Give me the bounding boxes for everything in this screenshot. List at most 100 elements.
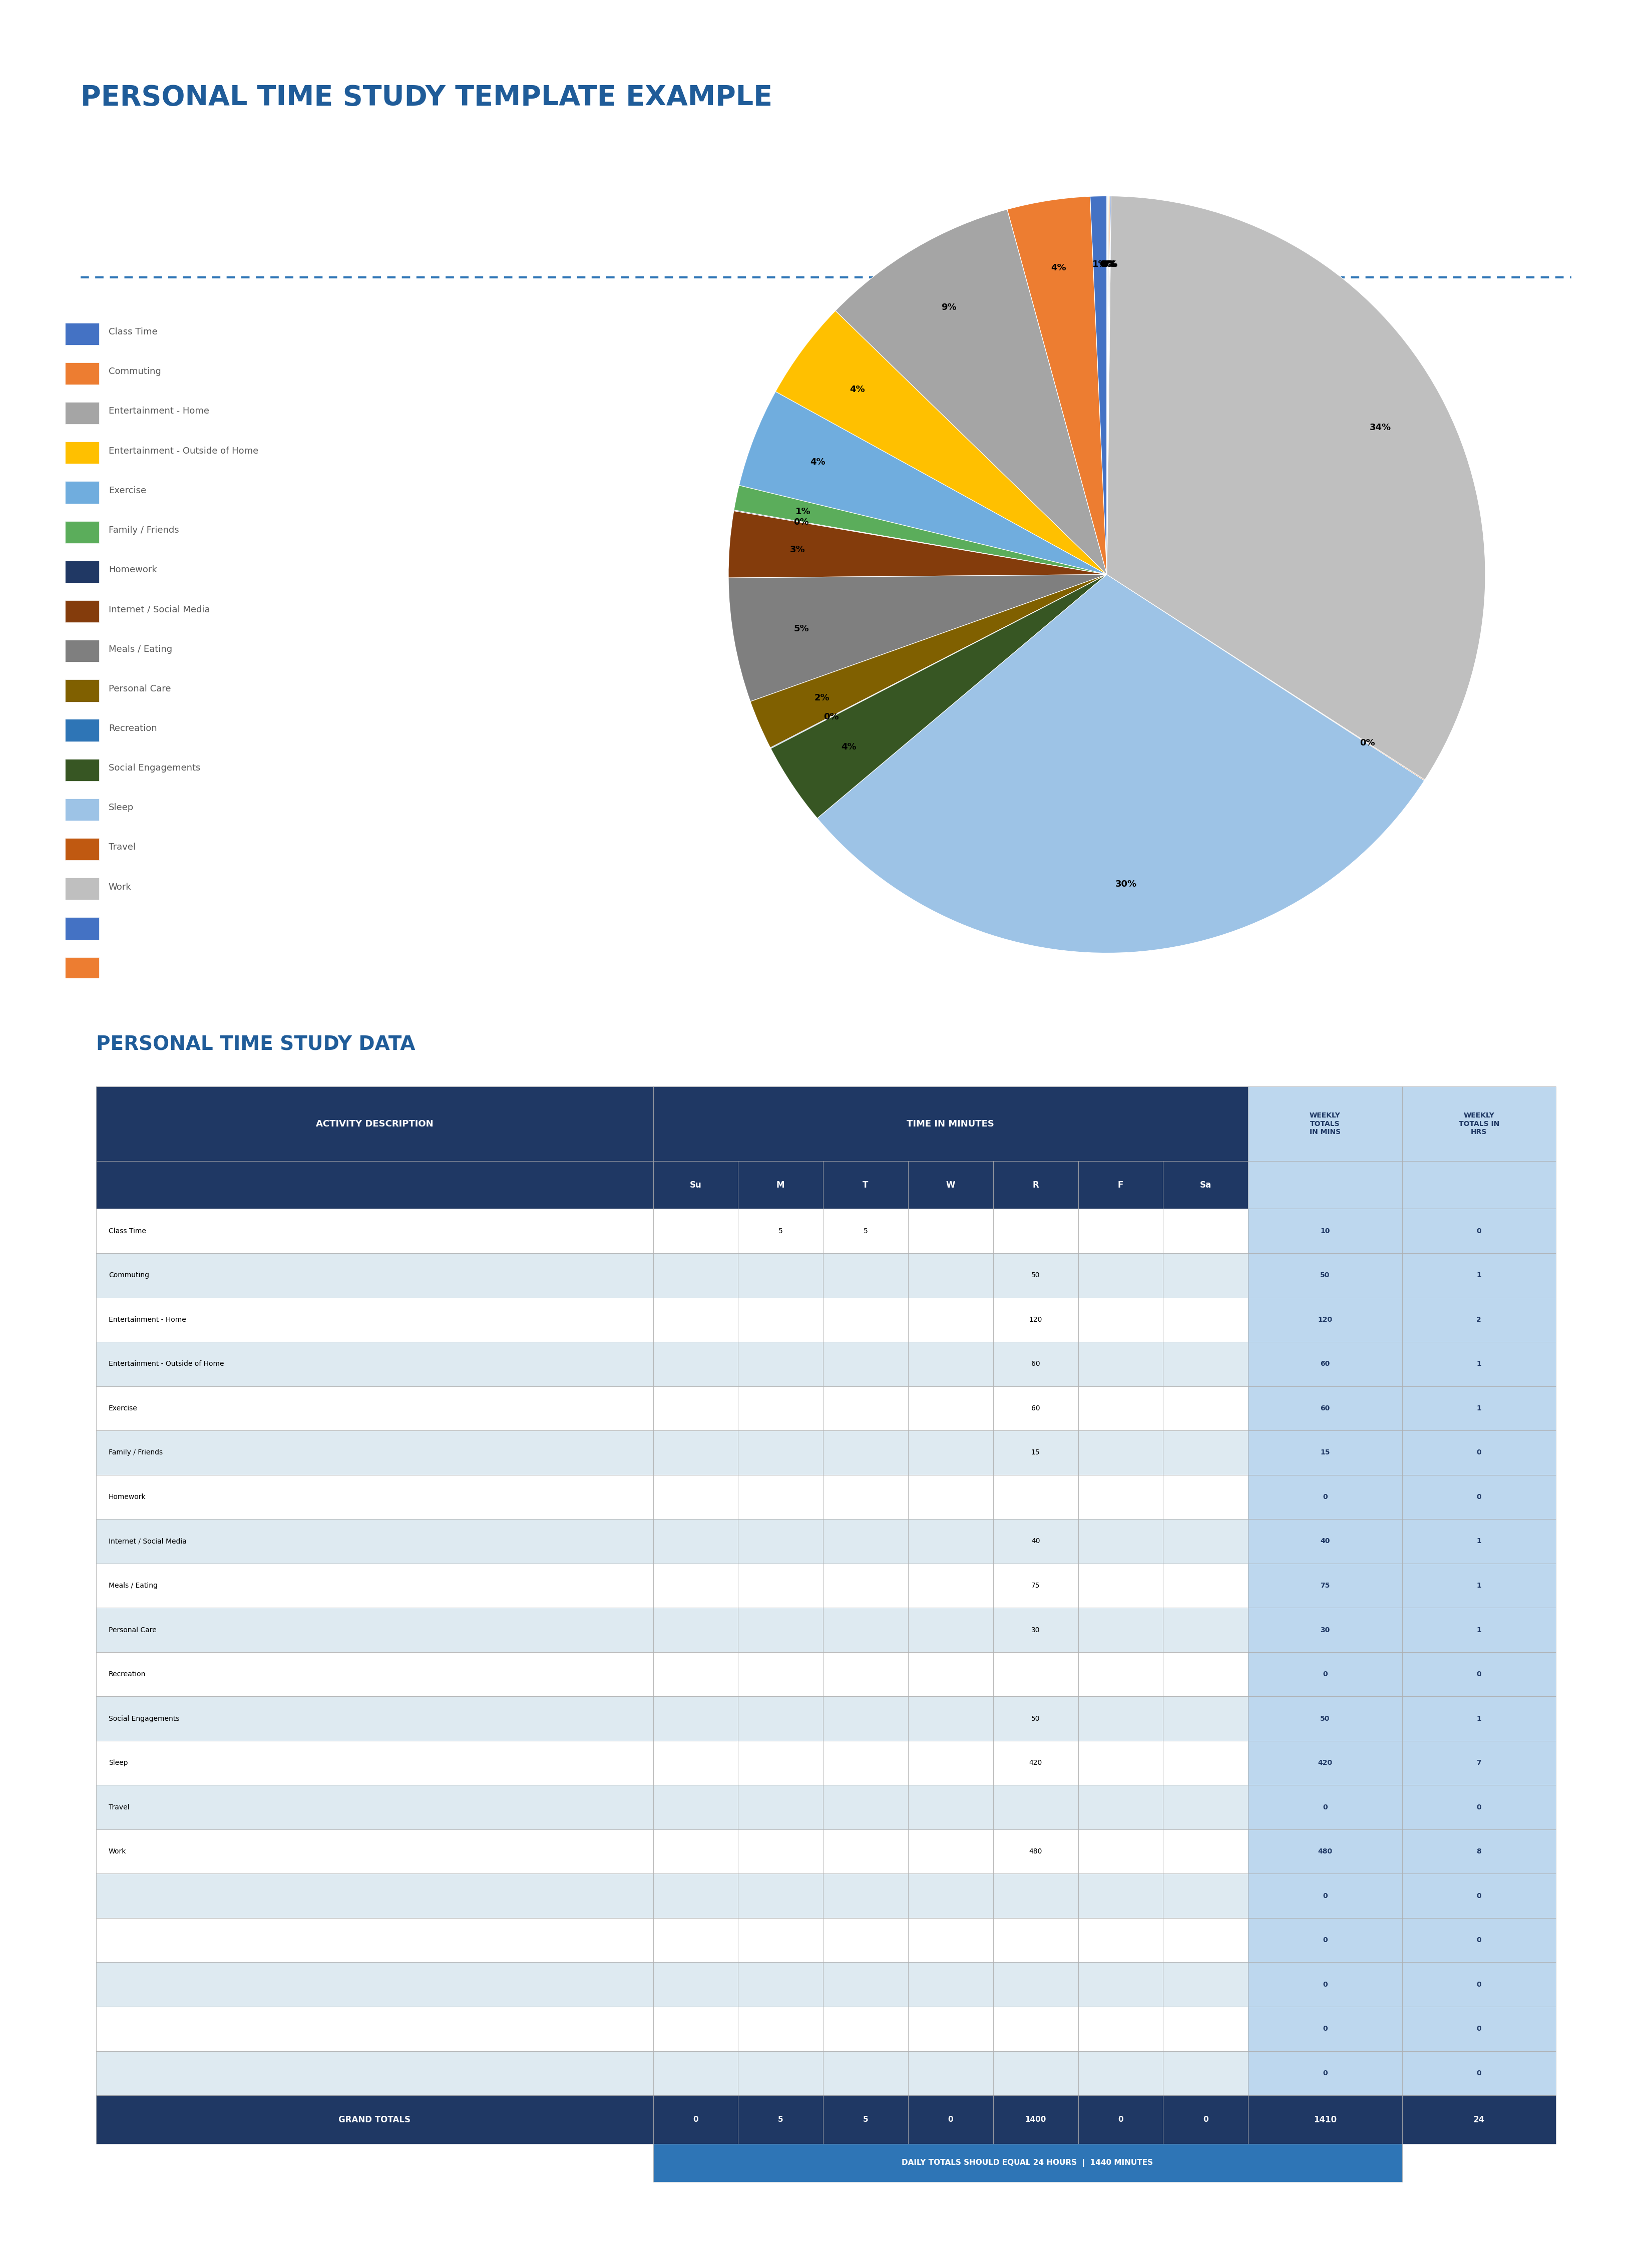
Bar [738,1742,823,1784]
Text: T: T [862,1181,869,1190]
Text: 60: 60 [1031,1406,1041,1413]
Text: 0: 0 [1323,1672,1328,1678]
Bar [1247,1651,1403,1697]
Text: Class Time: Class Time [109,327,157,336]
Text: 3%: 3% [790,545,805,554]
Bar [1247,1784,1403,1829]
Bar [1163,2007,1247,2050]
Bar [1403,1253,1556,1298]
Bar [96,1160,653,1210]
Bar [96,2007,653,2050]
Bar [64,759,99,782]
Bar [909,1829,993,1874]
Bar [64,996,99,1018]
Bar [1247,1343,1403,1386]
Wedge shape [1107,196,1485,780]
Text: 0: 0 [1323,2071,1328,2077]
Bar [738,1917,823,1962]
Text: 120: 120 [1029,1316,1042,1323]
Bar [653,1829,738,1874]
Text: Family / Friends: Family / Friends [109,1449,162,1455]
Bar [96,1086,653,1160]
Bar [1247,1086,1403,1160]
Text: 5%: 5% [793,624,809,633]
Text: 4%: 4% [849,385,866,394]
Bar [909,1874,993,1917]
Bar [993,1343,1079,1386]
Bar [823,2007,909,2050]
Text: 4%: 4% [809,457,826,466]
Bar [823,1343,909,1386]
Bar [823,1476,909,1519]
Bar [1163,1651,1247,1697]
Bar [823,1697,909,1742]
Bar [1163,1564,1247,1609]
Bar [823,1874,909,1917]
Bar [909,1651,993,1697]
Bar [738,1829,823,1874]
Text: 4%: 4% [1051,264,1067,273]
Bar [64,1036,99,1059]
Text: 34%: 34% [1370,424,1391,433]
Text: Social Engagements: Social Engagements [109,1715,180,1721]
Bar [1247,1917,1403,1962]
Bar [653,1386,738,1431]
Bar [738,1476,823,1519]
Bar [1079,1651,1163,1697]
Bar [1079,2007,1163,2050]
Text: 5: 5 [864,1228,867,1235]
Bar [909,1298,993,1343]
Bar [738,1697,823,1742]
Bar [1403,1476,1556,1519]
Bar [1079,1476,1163,1519]
Text: 0: 0 [1477,1805,1482,1811]
Text: Sleep: Sleep [109,804,134,813]
Text: Entertainment - Home: Entertainment - Home [109,408,210,417]
Bar [1247,1431,1403,1476]
Bar [993,1651,1079,1697]
Bar [64,520,99,543]
Bar [738,1651,823,1697]
Bar [96,1697,653,1742]
Text: 480: 480 [1029,1847,1042,1854]
Bar [1403,1160,1556,1210]
Bar [823,1917,909,1962]
Wedge shape [729,575,1107,701]
Text: 10: 10 [1320,1228,1330,1235]
Bar [653,1160,738,1210]
Bar [823,2050,909,2095]
Wedge shape [729,511,1107,577]
Wedge shape [1107,196,1110,575]
Bar [738,2050,823,2095]
Bar [993,1476,1079,1519]
Text: 4%: 4% [841,743,856,753]
Bar [64,599,99,622]
Bar [1403,1431,1556,1476]
Bar [1403,1086,1556,1160]
Bar [1247,1874,1403,1917]
Bar [64,958,99,980]
Bar [738,1160,823,1210]
Bar [823,2095,909,2145]
Bar [909,1386,993,1431]
Bar [1079,1874,1163,1917]
Text: 40: 40 [1320,1539,1330,1546]
Bar [96,1784,653,1829]
Bar [738,1962,823,2007]
Bar [653,1564,738,1609]
Text: W: W [947,1181,955,1190]
Text: 5: 5 [778,1228,783,1235]
Bar [1079,1564,1163,1609]
Bar [1403,1742,1556,1784]
Text: 15: 15 [1031,1449,1041,1455]
Text: 0: 0 [1323,1893,1328,1899]
Bar [653,1784,738,1829]
Bar [1247,1160,1403,1210]
Bar [993,1160,1079,1210]
Text: 0: 0 [1203,2116,1208,2125]
Text: 50: 50 [1031,1273,1041,1280]
Bar [1079,1519,1163,1564]
Text: WEEKLY
TOTALS
IN MINS: WEEKLY TOTALS IN MINS [1310,1113,1340,1136]
Text: Entertainment - Outside of Home: Entertainment - Outside of Home [109,446,258,455]
Bar [1163,1476,1247,1519]
